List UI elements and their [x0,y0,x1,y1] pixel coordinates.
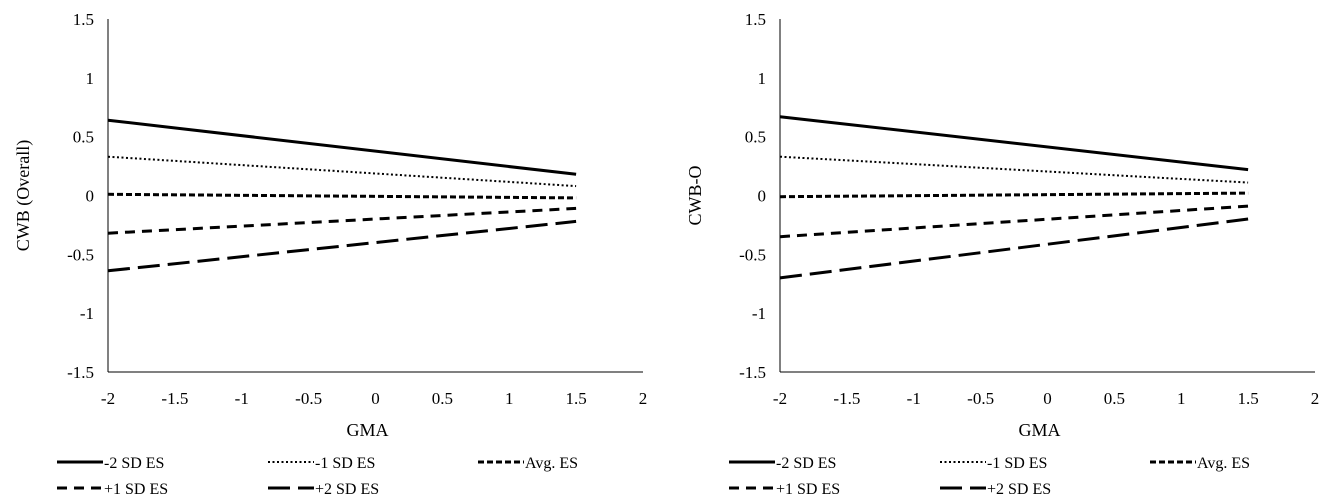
x-tick-label: 1 [505,389,514,408]
legend-label-3: +1 SD ES [104,481,168,498]
y-tick-label: 1 [758,69,767,88]
y-tick-label: 1 [86,69,95,88]
x-tick-label: 1.5 [1238,389,1259,408]
x-tick-label: -1 [235,389,249,408]
series-line-2 [107,192,577,200]
y-axis-title: CWB-O [685,166,705,226]
x-tick-label: 0 [1043,389,1052,408]
y-tick-label: 1.5 [73,10,94,29]
y-tick-label: -1 [80,304,94,323]
legend-label-4: +2 SD ES [315,481,379,498]
series-line-0 [779,115,1249,172]
legend-label-4: +2 SD ES [987,481,1051,498]
legend-label-0: -2 SD ES [104,455,164,472]
y-tick-label: 0 [758,187,767,206]
y-tick-label: -0.5 [67,245,94,264]
x-tick-label: -2 [101,389,115,408]
x-tick-label: 1.5 [566,389,587,408]
y-tick-label: -1 [752,304,766,323]
series-line-2 [779,191,1249,199]
legend-label-2: Avg. ES [525,455,578,472]
legend-label-0: -2 SD ES [776,455,836,472]
series-line-0 [107,118,577,176]
x-tick-label: 0.5 [1104,389,1125,408]
chart-cwb-overall: 1.5 1 0.5 0 -0.5 -1 -1.5 -2 -1.5 -1 -0.5 0 0.5 1 1.5 2 G… [0,0,661,503]
legend-label-1: -1 SD ES [987,455,1047,472]
y-tick-label: 0.5 [73,128,94,147]
series-line-3 [779,204,1249,239]
x-tick-label: -0.5 [295,389,322,408]
x-tick-label: -1.5 [833,389,860,408]
x-tick-label: -1 [907,389,921,408]
y-tick-label: -1.5 [739,363,766,382]
y-tick-label: 1.5 [745,10,766,29]
series-line-1 [107,155,577,188]
y-tick-label: -1.5 [67,363,94,382]
legend-label-3: +1 SD ES [776,481,840,498]
y-axis-title: CWB (Overall) [13,140,34,251]
x-axis-title: GMA [1018,420,1060,440]
x-tick-label: -1.5 [161,389,188,408]
series-line-4 [107,219,577,273]
x-tick-label: -2 [773,389,787,408]
series-line-1 [779,155,1249,184]
y-tick-label: -0.5 [739,245,766,264]
x-tick-label: -0.5 [967,389,994,408]
chart-cwb-o: 1.5 1 0.5 0 -0.5 -1 -1.5 -2 -1.5 -1 -0.5 0 0.5 1 1.5 2 G… [672,0,1323,503]
x-axis-title: GMA [346,420,388,440]
chart-svg: 1.5 1 0.5 0 -0.5 -1 -1.5 -2 -1.5 -1 -0.5 0 0.5 1 1.5 2 G… [685,10,1320,498]
x-tick-label: 2 [639,389,648,408]
series-line-4 [779,217,1249,280]
legend-label-1: -1 SD ES [315,455,375,472]
x-tick-label: 0.5 [432,389,453,408]
x-tick-label: 0 [371,389,380,408]
chart-svg: 1.5 1 0.5 0 -0.5 -1 -1.5 -2 -1.5 -1 -0.5 0 0.5 1 1.5 2 G… [13,10,648,498]
y-tick-label: 0.5 [745,128,766,147]
x-tick-label: 1 [1177,389,1186,408]
legend-label-2: Avg. ES [1197,455,1250,472]
x-tick-label: 2 [1311,389,1320,408]
y-tick-label: 0 [86,187,95,206]
